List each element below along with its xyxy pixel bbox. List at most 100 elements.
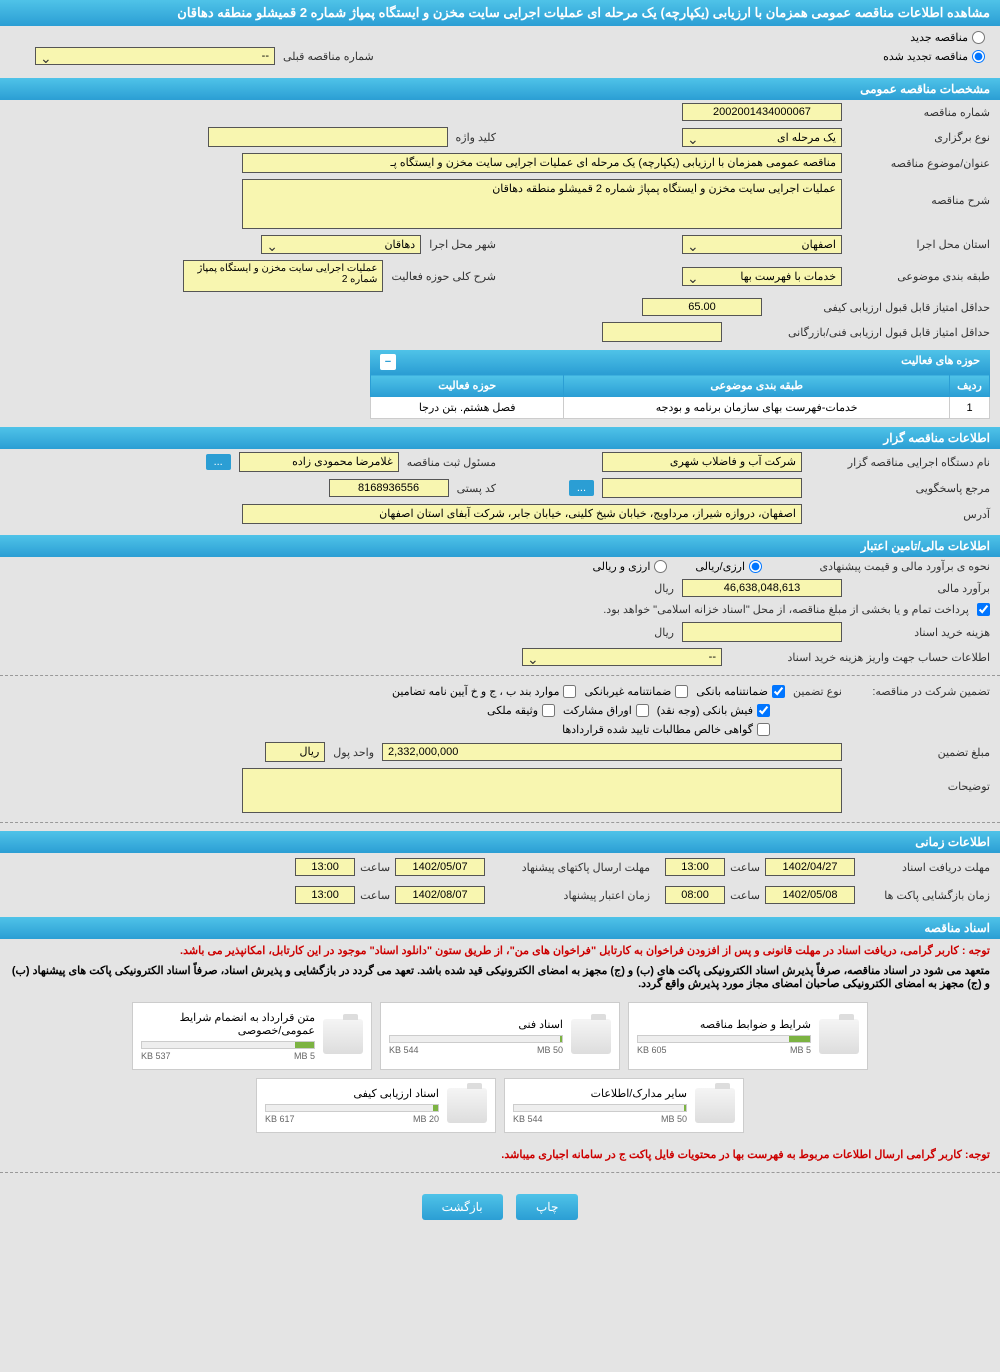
- money-unit-field: ریال: [265, 742, 325, 762]
- section-organizer: اطلاعات مناقصه گزار: [0, 427, 1000, 449]
- prev-tender-select[interactable]: --: [35, 47, 275, 65]
- section-general: مشخصات مناقصه عمومی: [0, 78, 1000, 100]
- holding-type-select[interactable]: یک مرحله ای: [682, 128, 842, 147]
- print-button[interactable]: چاپ: [516, 1194, 578, 1220]
- back-button[interactable]: بازگشت: [422, 1194, 503, 1220]
- notes-label: توضیحات: [850, 768, 990, 793]
- subject-field[interactable]: مناقصه عمومی همزمان با ارزیابی (یکپارچه)…: [242, 153, 842, 173]
- file-box[interactable]: اسناد ارزیابی کیفی 20 MB617 KB: [256, 1078, 496, 1133]
- th-category: طبقه بندی موضوعی: [564, 375, 950, 397]
- folder-icon: [571, 1019, 611, 1054]
- min-tech-field[interactable]: [602, 322, 722, 342]
- officer-field: غلامرضا محمودی زاده: [239, 452, 399, 472]
- min-quality-label: حداقل امتیاز قابل قبول ارزیابی کیفی: [770, 301, 990, 314]
- chk-bonds[interactable]: [636, 704, 649, 717]
- send-deadline-field: 1402/05/07: [395, 858, 485, 876]
- radio-renewed-label: مناقصه تجدید شده: [883, 50, 968, 63]
- send-deadline-label: مهلت ارسال پاکتهای پیشنهاد: [490, 861, 650, 874]
- guarantee-type-label: نوع تضمین: [793, 685, 842, 698]
- estimate-method-label: نحوه ی برآورد مالی و قیمت پیشنهادی: [770, 560, 990, 573]
- estimate-field[interactable]: 46,638,048,613: [682, 579, 842, 597]
- rial-unit2: ریال: [654, 626, 674, 639]
- validity-time-field: 13:00: [295, 886, 355, 904]
- address-field: اصفهان، دروازه شیراز، مرداویج، خیابان شی…: [242, 504, 802, 524]
- receive-time-field: 13:00: [665, 858, 725, 876]
- file-title: سایر مدارک/اطلاعات: [513, 1087, 687, 1100]
- section-documents: اسناد مناقصه: [0, 917, 1000, 939]
- folder-icon: [819, 1019, 859, 1054]
- section-timing: اطلاعات زمانی: [0, 831, 1000, 853]
- officer-more-button[interactable]: ...: [206, 454, 231, 470]
- account-info-select[interactable]: --: [522, 648, 722, 666]
- file-title: اسناد ارزیابی کیفی: [265, 1087, 439, 1100]
- file-title: شرایط و ضوابط مناقصه: [637, 1018, 811, 1031]
- file-box[interactable]: شرایط و ضوابط مناقصه 5 MB605 KB: [628, 1002, 868, 1070]
- activity-scope-label: شرح کلی حوزه فعالیت: [391, 270, 496, 283]
- chk-nonbank[interactable]: [675, 685, 688, 698]
- prev-tender-label: شماره مناقصه قبلی: [283, 50, 374, 63]
- folder-icon: [695, 1088, 735, 1123]
- guarantee-amount-label: مبلغ تضمین: [850, 746, 990, 759]
- receive-deadline-label: مهلت دریافت اسناد: [860, 861, 990, 874]
- collapse-icon[interactable]: −: [380, 354, 396, 370]
- file-box[interactable]: اسناد فنی 50 MB544 KB: [380, 1002, 620, 1070]
- doc-cost-field[interactable]: [682, 622, 842, 642]
- city-select[interactable]: دهاقان: [261, 235, 421, 254]
- keyword-field[interactable]: [208, 127, 448, 147]
- min-quality-field[interactable]: 65.00: [642, 298, 762, 316]
- radio-currency[interactable]: [654, 560, 667, 573]
- chk-terms[interactable]: [563, 685, 576, 698]
- org-name-field: شرکت آب و فاضلاب شهری: [602, 452, 802, 472]
- time-label3: ساعت: [730, 889, 760, 902]
- chk-claims[interactable]: [757, 723, 770, 736]
- address-label: آدرس: [810, 508, 990, 521]
- org-name-label: نام دستگاه اجرایی مناقصه گزار: [810, 456, 990, 469]
- file-box[interactable]: متن قرارداد به انضمام شرایط عمومی/خصوصی …: [132, 1002, 372, 1070]
- category-label: طبقه بندی موضوعی: [850, 270, 990, 283]
- money-unit-label: واحد پول: [333, 746, 374, 759]
- account-info-label: اطلاعات حساب جهت واریز هزینه خرید اسناد: [730, 651, 990, 664]
- treasury-checkbox[interactable]: [977, 603, 990, 616]
- province-label: استان محل اجرا: [850, 238, 990, 251]
- open-time-field: 08:00: [665, 886, 725, 904]
- time-label2: ساعت: [360, 861, 390, 874]
- notes-field[interactable]: [242, 768, 842, 813]
- treasury-note: پرداخت تمام و یا بخشی از مبلغ مناقصه، از…: [603, 603, 969, 616]
- postcode-field: 8168936556: [329, 479, 449, 497]
- doc-note3: توجه: کاربر گرامی ارسال اطلاعات مربوط به…: [0, 1143, 1000, 1166]
- folder-icon: [447, 1088, 487, 1123]
- file-grid: شرایط و ضوابط مناقصه 5 MB605 KB اسناد فن…: [0, 992, 1000, 1143]
- min-tech-label: حداقل امتیاز قابل قبول ارزیابی فنی/بازرگ…: [730, 326, 990, 339]
- guarantee-amount-field[interactable]: 2,332,000,000: [382, 743, 842, 761]
- holding-type-label: نوع برگزاری: [850, 131, 990, 144]
- validity-date-field: 1402/08/07: [395, 886, 485, 904]
- response-label: مرجع پاسخگویی: [810, 482, 990, 495]
- page-title: مشاهده اطلاعات مناقصه عمومی همزمان با ار…: [0, 0, 1000, 26]
- radio-new-tender[interactable]: [972, 31, 985, 44]
- doc-note2: متعهد می شود در اسناد مناقصه، صرفاً پذیر…: [0, 962, 1000, 992]
- doc-cost-label: هزینه خرید اسناد: [850, 626, 990, 639]
- officer-label: مسئول ثبت مناقصه: [407, 456, 496, 469]
- chk-cash[interactable]: [757, 704, 770, 717]
- chk-property[interactable]: [542, 704, 555, 717]
- open-label: زمان بازگشایی پاکت ها: [860, 889, 990, 902]
- doc-note1: توجه : کاربر گرامی، دریافت اسناد در مهلت…: [0, 939, 1000, 962]
- subject-label: عنوان/موضوع مناقصه: [850, 157, 990, 170]
- radio-renewed-tender[interactable]: [972, 50, 985, 63]
- radio-rial[interactable]: [749, 560, 762, 573]
- receive-deadline-field: 1402/04/27: [765, 858, 855, 876]
- response-field[interactable]: [602, 478, 802, 498]
- estimate-label: برآورد مالی: [850, 582, 990, 595]
- response-more-button[interactable]: ...: [569, 480, 594, 496]
- activity-table-title: حوزه های فعالیت −: [370, 350, 990, 374]
- activity-table: ردیف طبقه بندی موضوعی حوزه فعالیت 1 خدما…: [370, 374, 990, 419]
- tender-no-field: 2002001434000067: [682, 103, 842, 121]
- file-box[interactable]: سایر مدارک/اطلاعات 50 MB544 KB: [504, 1078, 744, 1133]
- th-row: ردیف: [950, 375, 990, 397]
- province-select[interactable]: اصفهان: [682, 235, 842, 254]
- activity-scope-field[interactable]: عملیات اجرایی سایت مخزن و ایستگاه پمپاژ …: [183, 260, 383, 292]
- description-field[interactable]: عملیات اجرایی سایت مخزن و ایستگاه پمپاژ …: [242, 179, 842, 229]
- rial-unit: ریال: [654, 582, 674, 595]
- chk-bank[interactable]: [772, 685, 785, 698]
- category-select[interactable]: خدمات با فهرست بها: [682, 267, 842, 286]
